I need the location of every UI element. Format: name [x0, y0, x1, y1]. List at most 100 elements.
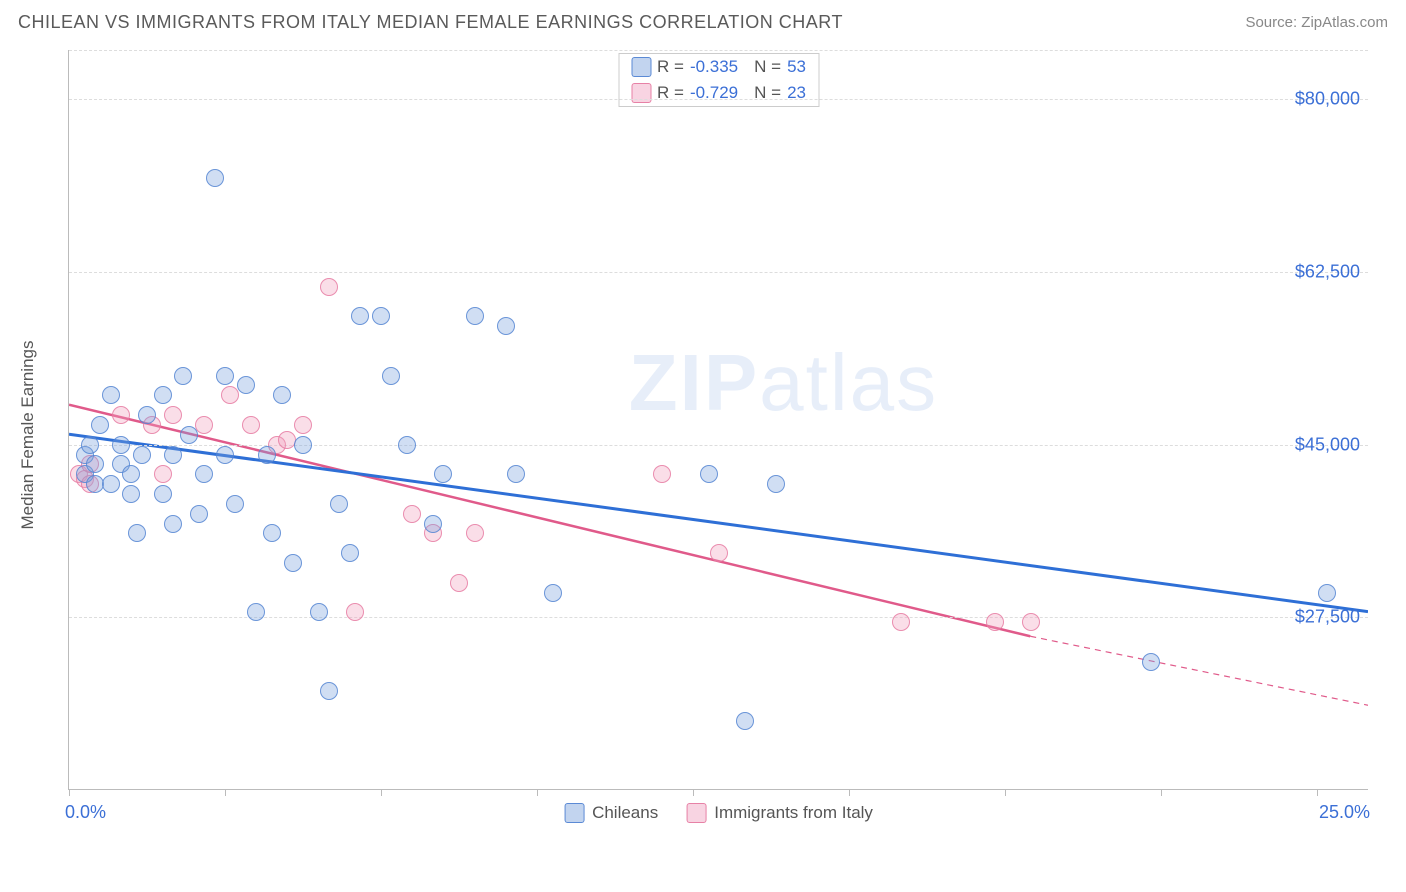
legend-label: Immigrants from Italy: [714, 803, 873, 823]
legend: Chileans Immigrants from Italy: [564, 803, 873, 823]
data-point: [122, 485, 140, 503]
x-tick: [381, 789, 382, 796]
data-point: [1142, 653, 1160, 671]
n-value: 53: [787, 57, 806, 77]
data-point: [284, 554, 302, 572]
data-point: [206, 169, 224, 187]
x-tick: [537, 789, 538, 796]
data-point: [263, 524, 281, 542]
data-point: [710, 544, 728, 562]
data-point: [986, 613, 1004, 631]
data-point: [700, 465, 718, 483]
data-point: [102, 386, 120, 404]
data-point: [544, 584, 562, 602]
data-point: [507, 465, 525, 483]
x-tick-label: 0.0%: [65, 802, 106, 823]
data-point: [497, 317, 515, 335]
data-point: [91, 416, 109, 434]
y-tick-label: $62,500: [1295, 262, 1360, 283]
data-point: [180, 426, 198, 444]
data-point: [273, 386, 291, 404]
data-point: [221, 386, 239, 404]
data-point: [112, 406, 130, 424]
data-point: [195, 465, 213, 483]
data-point: [310, 603, 328, 621]
legend-swatch: [631, 57, 651, 77]
data-point: [138, 406, 156, 424]
data-point: [351, 307, 369, 325]
data-point: [258, 446, 276, 464]
x-tick: [225, 789, 226, 796]
legend-item: Immigrants from Italy: [686, 803, 873, 823]
data-point: [1022, 613, 1040, 631]
source-attribution: Source: ZipAtlas.com: [1245, 14, 1388, 31]
data-point: [372, 307, 390, 325]
data-point: [128, 524, 146, 542]
data-point: [398, 436, 416, 454]
r-value: -0.335: [690, 57, 738, 77]
trend-lines: [69, 50, 1368, 789]
data-point: [195, 416, 213, 434]
data-point: [154, 465, 172, 483]
gridline: [69, 272, 1368, 273]
y-axis-label: Median Female Earnings: [18, 341, 38, 530]
chart-title: CHILEAN VS IMMIGRANTS FROM ITALY MEDIAN …: [18, 12, 843, 33]
stats-row: R = -0.335N = 53: [619, 54, 818, 80]
data-point: [164, 446, 182, 464]
legend-swatch: [686, 803, 706, 823]
data-point: [226, 495, 244, 513]
y-tick-label: $45,000: [1295, 434, 1360, 455]
data-point: [767, 475, 785, 493]
gridline: [69, 50, 1368, 51]
data-point: [133, 446, 151, 464]
legend-label: Chileans: [592, 803, 658, 823]
data-point: [216, 446, 234, 464]
stats-row: R = -0.729N = 23: [619, 80, 818, 106]
data-point: [892, 613, 910, 631]
data-point: [320, 682, 338, 700]
data-point: [653, 465, 671, 483]
data-point: [450, 574, 468, 592]
data-point: [403, 505, 421, 523]
data-point: [190, 505, 208, 523]
y-tick-label: $27,500: [1295, 607, 1360, 628]
data-point: [164, 406, 182, 424]
data-point: [424, 515, 442, 533]
legend-swatch: [564, 803, 584, 823]
x-tick: [849, 789, 850, 796]
data-point: [164, 515, 182, 533]
x-tick: [1317, 789, 1318, 796]
data-point: [1318, 584, 1336, 602]
data-point: [247, 603, 265, 621]
data-point: [174, 367, 192, 385]
data-point: [341, 544, 359, 562]
plot-area: ZIPatlas R = -0.335N = 53R = -0.729N = 2…: [68, 50, 1368, 790]
watermark: ZIPatlas: [629, 337, 938, 429]
x-tick: [693, 789, 694, 796]
data-point: [466, 307, 484, 325]
data-point: [736, 712, 754, 730]
data-point: [216, 367, 234, 385]
data-point: [81, 436, 99, 454]
data-point: [86, 455, 104, 473]
x-tick: [1005, 789, 1006, 796]
data-point: [102, 475, 120, 493]
data-point: [294, 416, 312, 434]
gridline: [69, 99, 1368, 100]
legend-item: Chileans: [564, 803, 658, 823]
data-point: [466, 524, 484, 542]
data-point: [242, 416, 260, 434]
x-tick: [69, 789, 70, 796]
data-point: [112, 436, 130, 454]
data-point: [320, 278, 338, 296]
chart-container: Median Female Earnings ZIPatlas R = -0.3…: [48, 50, 1388, 820]
data-point: [330, 495, 348, 513]
data-point: [382, 367, 400, 385]
data-point: [346, 603, 364, 621]
data-point: [154, 485, 172, 503]
x-tick-label: 25.0%: [1319, 802, 1370, 823]
data-point: [154, 386, 172, 404]
gridline: [69, 617, 1368, 618]
data-point: [237, 376, 255, 394]
y-tick-label: $80,000: [1295, 89, 1360, 110]
